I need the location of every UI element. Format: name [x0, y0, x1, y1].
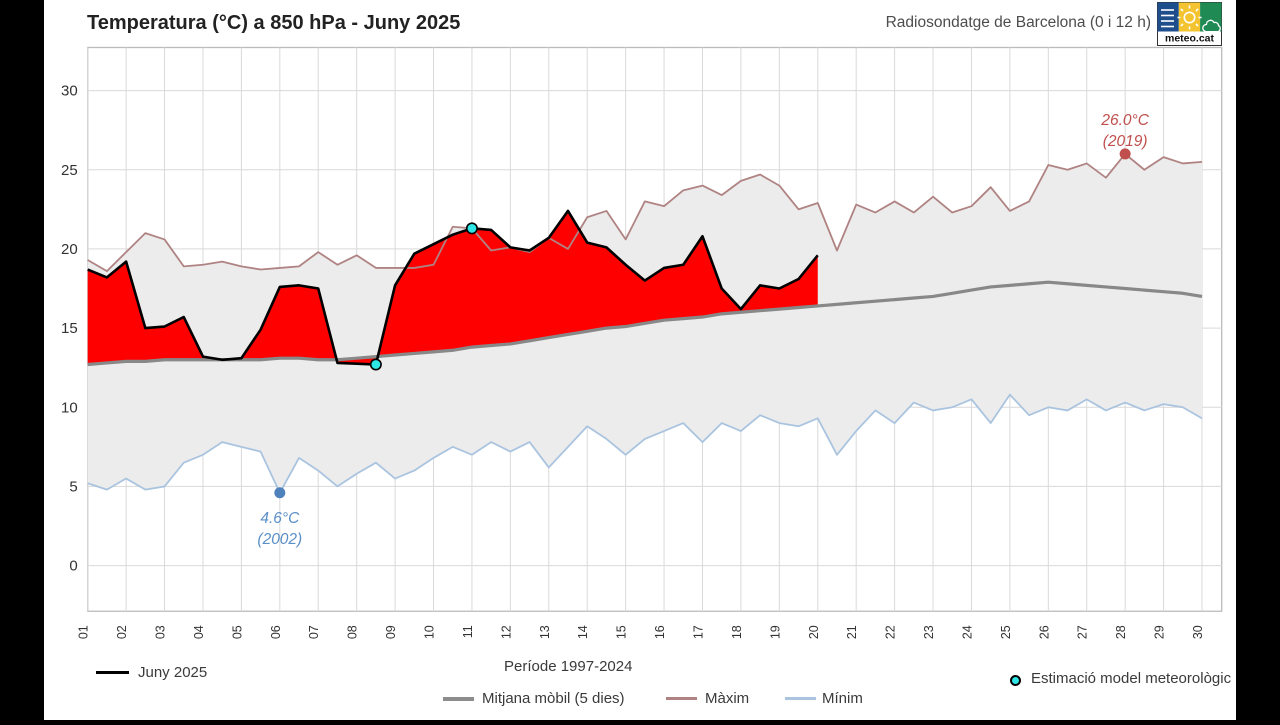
svg-text:14: 14 — [576, 625, 590, 639]
svg-text:10: 10 — [61, 399, 78, 416]
svg-text:18: 18 — [730, 625, 744, 639]
svg-text:23: 23 — [922, 625, 936, 639]
svg-text:17: 17 — [691, 625, 705, 639]
svg-text:10: 10 — [423, 625, 437, 639]
svg-text:27: 27 — [1076, 625, 1090, 639]
svg-text:20: 20 — [61, 241, 78, 258]
svg-text:21: 21 — [845, 625, 859, 639]
svg-text:15: 15 — [615, 625, 629, 639]
svg-text:22: 22 — [884, 625, 898, 639]
svg-text:5: 5 — [69, 478, 77, 495]
svg-text:29: 29 — [1153, 625, 1167, 639]
svg-text:19: 19 — [768, 625, 782, 639]
svg-text:20: 20 — [807, 625, 821, 639]
svg-text:28: 28 — [1114, 625, 1128, 639]
svg-text:30: 30 — [61, 83, 78, 100]
svg-text:09: 09 — [384, 625, 398, 639]
svg-text:(2019): (2019) — [1103, 133, 1148, 150]
svg-text:16: 16 — [653, 625, 667, 639]
svg-text:07: 07 — [307, 625, 321, 639]
svg-text:15: 15 — [61, 320, 78, 337]
svg-text:(2002): (2002) — [257, 531, 302, 548]
svg-text:25: 25 — [61, 162, 78, 179]
svg-text:25: 25 — [999, 625, 1013, 639]
svg-text:04: 04 — [192, 625, 206, 639]
svg-text:08: 08 — [346, 625, 360, 639]
svg-text:24: 24 — [960, 625, 974, 639]
svg-text:02: 02 — [115, 625, 129, 639]
svg-text:26: 26 — [1037, 625, 1051, 639]
svg-text:11: 11 — [461, 625, 475, 638]
svg-text:4.6°C: 4.6°C — [260, 510, 300, 527]
svg-text:0: 0 — [69, 558, 77, 575]
svg-text:03: 03 — [154, 625, 168, 639]
svg-text:06: 06 — [269, 625, 283, 639]
svg-text:26.0°C: 26.0°C — [1100, 112, 1149, 129]
svg-text:05: 05 — [230, 625, 244, 639]
svg-text:30: 30 — [1191, 625, 1205, 639]
svg-text:01: 01 — [77, 625, 91, 639]
svg-text:12: 12 — [499, 625, 513, 639]
svg-text:13: 13 — [538, 625, 552, 639]
